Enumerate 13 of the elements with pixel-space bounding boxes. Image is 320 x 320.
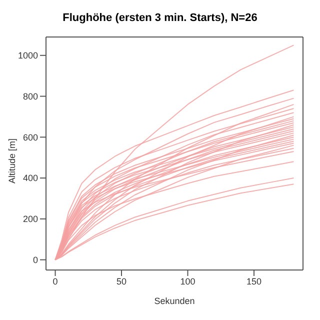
x-axis-title: Sekunden	[154, 296, 195, 306]
y-tick-label: 400	[22, 173, 38, 184]
chart-title: Flughöhe (ersten 3 min. Starts), N=26	[62, 11, 258, 26]
y-axis-title: Altitude [m]	[7, 138, 18, 184]
y-tick-label: 800	[22, 91, 38, 102]
y-tick-label: 0	[32, 254, 38, 265]
y-tick-label: 1000	[18, 50, 38, 61]
x-tick-label: 0	[52, 276, 58, 286]
y-tick-label: 600	[22, 132, 38, 142]
x-tick-label: 150	[246, 276, 262, 286]
x-tick-label: 100	[180, 276, 196, 286]
y-tick-label: 200	[22, 214, 38, 224]
x-tick-label: 50	[116, 276, 127, 286]
